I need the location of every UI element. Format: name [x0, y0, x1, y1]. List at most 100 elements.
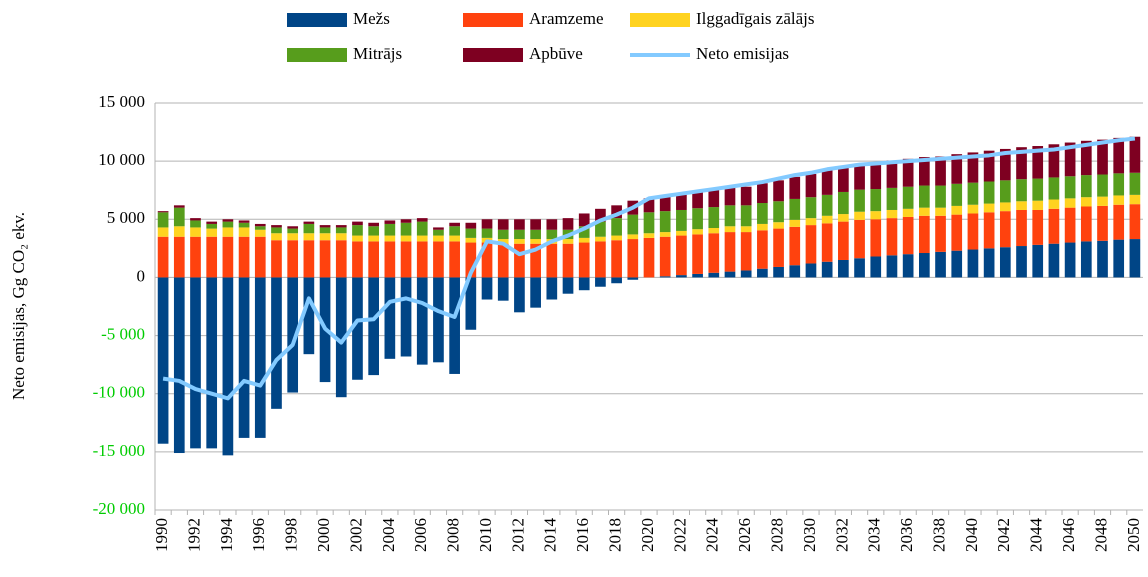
- x-tick-label: 2028: [767, 518, 786, 552]
- bar-segment: [595, 241, 606, 278]
- bar-segment: [238, 277, 250, 438]
- legend-label: Aramzeme: [529, 9, 604, 28]
- bar-segment: [967, 249, 979, 278]
- bar-segment: [514, 219, 525, 230]
- bar-segment: [319, 233, 331, 241]
- bar-segment: [238, 227, 250, 237]
- bar-segment: [918, 207, 930, 216]
- bar-segment: [352, 221, 363, 226]
- bar-segment: [514, 277, 525, 313]
- bar-segment: [692, 273, 703, 278]
- x-tick-label: 2024: [703, 518, 722, 553]
- bar-segment: [530, 219, 541, 230]
- bar-segment: [595, 277, 606, 287]
- bar-segment: [838, 259, 849, 278]
- bar-segment: [1032, 178, 1044, 201]
- bar-segment: [789, 219, 801, 227]
- legend-label: Neto emisijas: [696, 44, 789, 63]
- bar-segment: [724, 271, 736, 278]
- bar-segment: [400, 219, 412, 223]
- x-tick-label: 2010: [476, 518, 495, 552]
- bar-segment: [789, 176, 801, 199]
- legend-label: Apbūve: [529, 44, 583, 63]
- bar-segment: [854, 219, 865, 259]
- bar-segment: [530, 277, 541, 308]
- bar-segment: [433, 235, 444, 242]
- bar-segment: [1048, 208, 1060, 244]
- bar-segment: [465, 222, 477, 229]
- bar-segment: [562, 277, 574, 294]
- bar-segment: [886, 187, 898, 210]
- bar-segment: [821, 194, 833, 216]
- bar-segment: [627, 239, 639, 278]
- x-tick-label: 2000: [314, 518, 333, 552]
- x-tick-label: 2008: [444, 518, 463, 552]
- bar-segment: [254, 236, 266, 278]
- bar-segment: [886, 209, 898, 219]
- bar-segment: [1064, 242, 1076, 278]
- bar-segment: [708, 189, 720, 208]
- bar-segment: [918, 157, 930, 186]
- bar-segment: [692, 208, 703, 230]
- bar-segment: [773, 201, 784, 223]
- bar-segment: [465, 228, 477, 238]
- bar-segment: [757, 183, 768, 204]
- bar-segment: [335, 227, 347, 234]
- y-axis-label: Neto emisijas, Gg CO₂ ekv.: [9, 212, 28, 400]
- y-tick-label: 10 000: [98, 150, 145, 169]
- bar-segment: [983, 212, 995, 249]
- bar-segment: [1113, 239, 1125, 278]
- bar-segment: [416, 218, 428, 222]
- bar-segment: [659, 211, 671, 233]
- bar-segment: [918, 185, 930, 208]
- bar-segment: [1129, 172, 1141, 195]
- bar-segment: [740, 270, 752, 278]
- bar-segment: [838, 221, 849, 260]
- bar-segment: [157, 227, 169, 237]
- bar-segment: [838, 191, 849, 215]
- bar-segment: [465, 237, 477, 243]
- bar-segment: [416, 235, 428, 242]
- bar-segment: [497, 229, 509, 240]
- bar-segment: [595, 208, 606, 222]
- bar-segment: [983, 203, 995, 213]
- bar-segment: [157, 211, 169, 213]
- bar-segment: [595, 221, 606, 237]
- bar-segment: [757, 268, 768, 278]
- bar-segment: [481, 242, 493, 278]
- bar-segment: [303, 240, 315, 278]
- bar-segment: [206, 236, 218, 278]
- bar-segment: [757, 230, 768, 269]
- y-tick-label: -20 000: [93, 499, 145, 518]
- bar-segment: [1129, 204, 1141, 240]
- y-tick-label: -15 000: [93, 441, 145, 460]
- bar-segment: [805, 197, 817, 219]
- bar-segment: [400, 235, 412, 242]
- bar-segment: [190, 277, 201, 449]
- y-tick-label: -5 000: [101, 324, 145, 343]
- bar-segment: [951, 205, 963, 215]
- bar-segment: [757, 223, 768, 231]
- bar-segment: [465, 242, 477, 278]
- bar-segment: [271, 233, 282, 241]
- bar-segment: [1113, 204, 1125, 240]
- bar-segment: [352, 225, 363, 236]
- bar-segment: [1016, 246, 1027, 278]
- bar-segment: [335, 240, 347, 278]
- y-tick-label: -10 000: [93, 383, 145, 402]
- bar-segment: [303, 233, 315, 241]
- legend-swatch: [463, 48, 523, 62]
- bar-segment: [773, 222, 784, 229]
- bar-segment: [611, 277, 622, 284]
- bar-segment: [902, 186, 914, 209]
- bar-segment: [773, 180, 784, 202]
- bar-segment: [676, 230, 687, 236]
- bar-segment: [238, 236, 250, 278]
- bar-segment: [1064, 176, 1076, 199]
- legend-swatch: [630, 13, 690, 27]
- bar-segment: [821, 170, 833, 195]
- bar-segment: [821, 215, 833, 224]
- bar-segment: [627, 234, 639, 240]
- bar-segment: [870, 162, 882, 190]
- bar-segment: [384, 235, 396, 242]
